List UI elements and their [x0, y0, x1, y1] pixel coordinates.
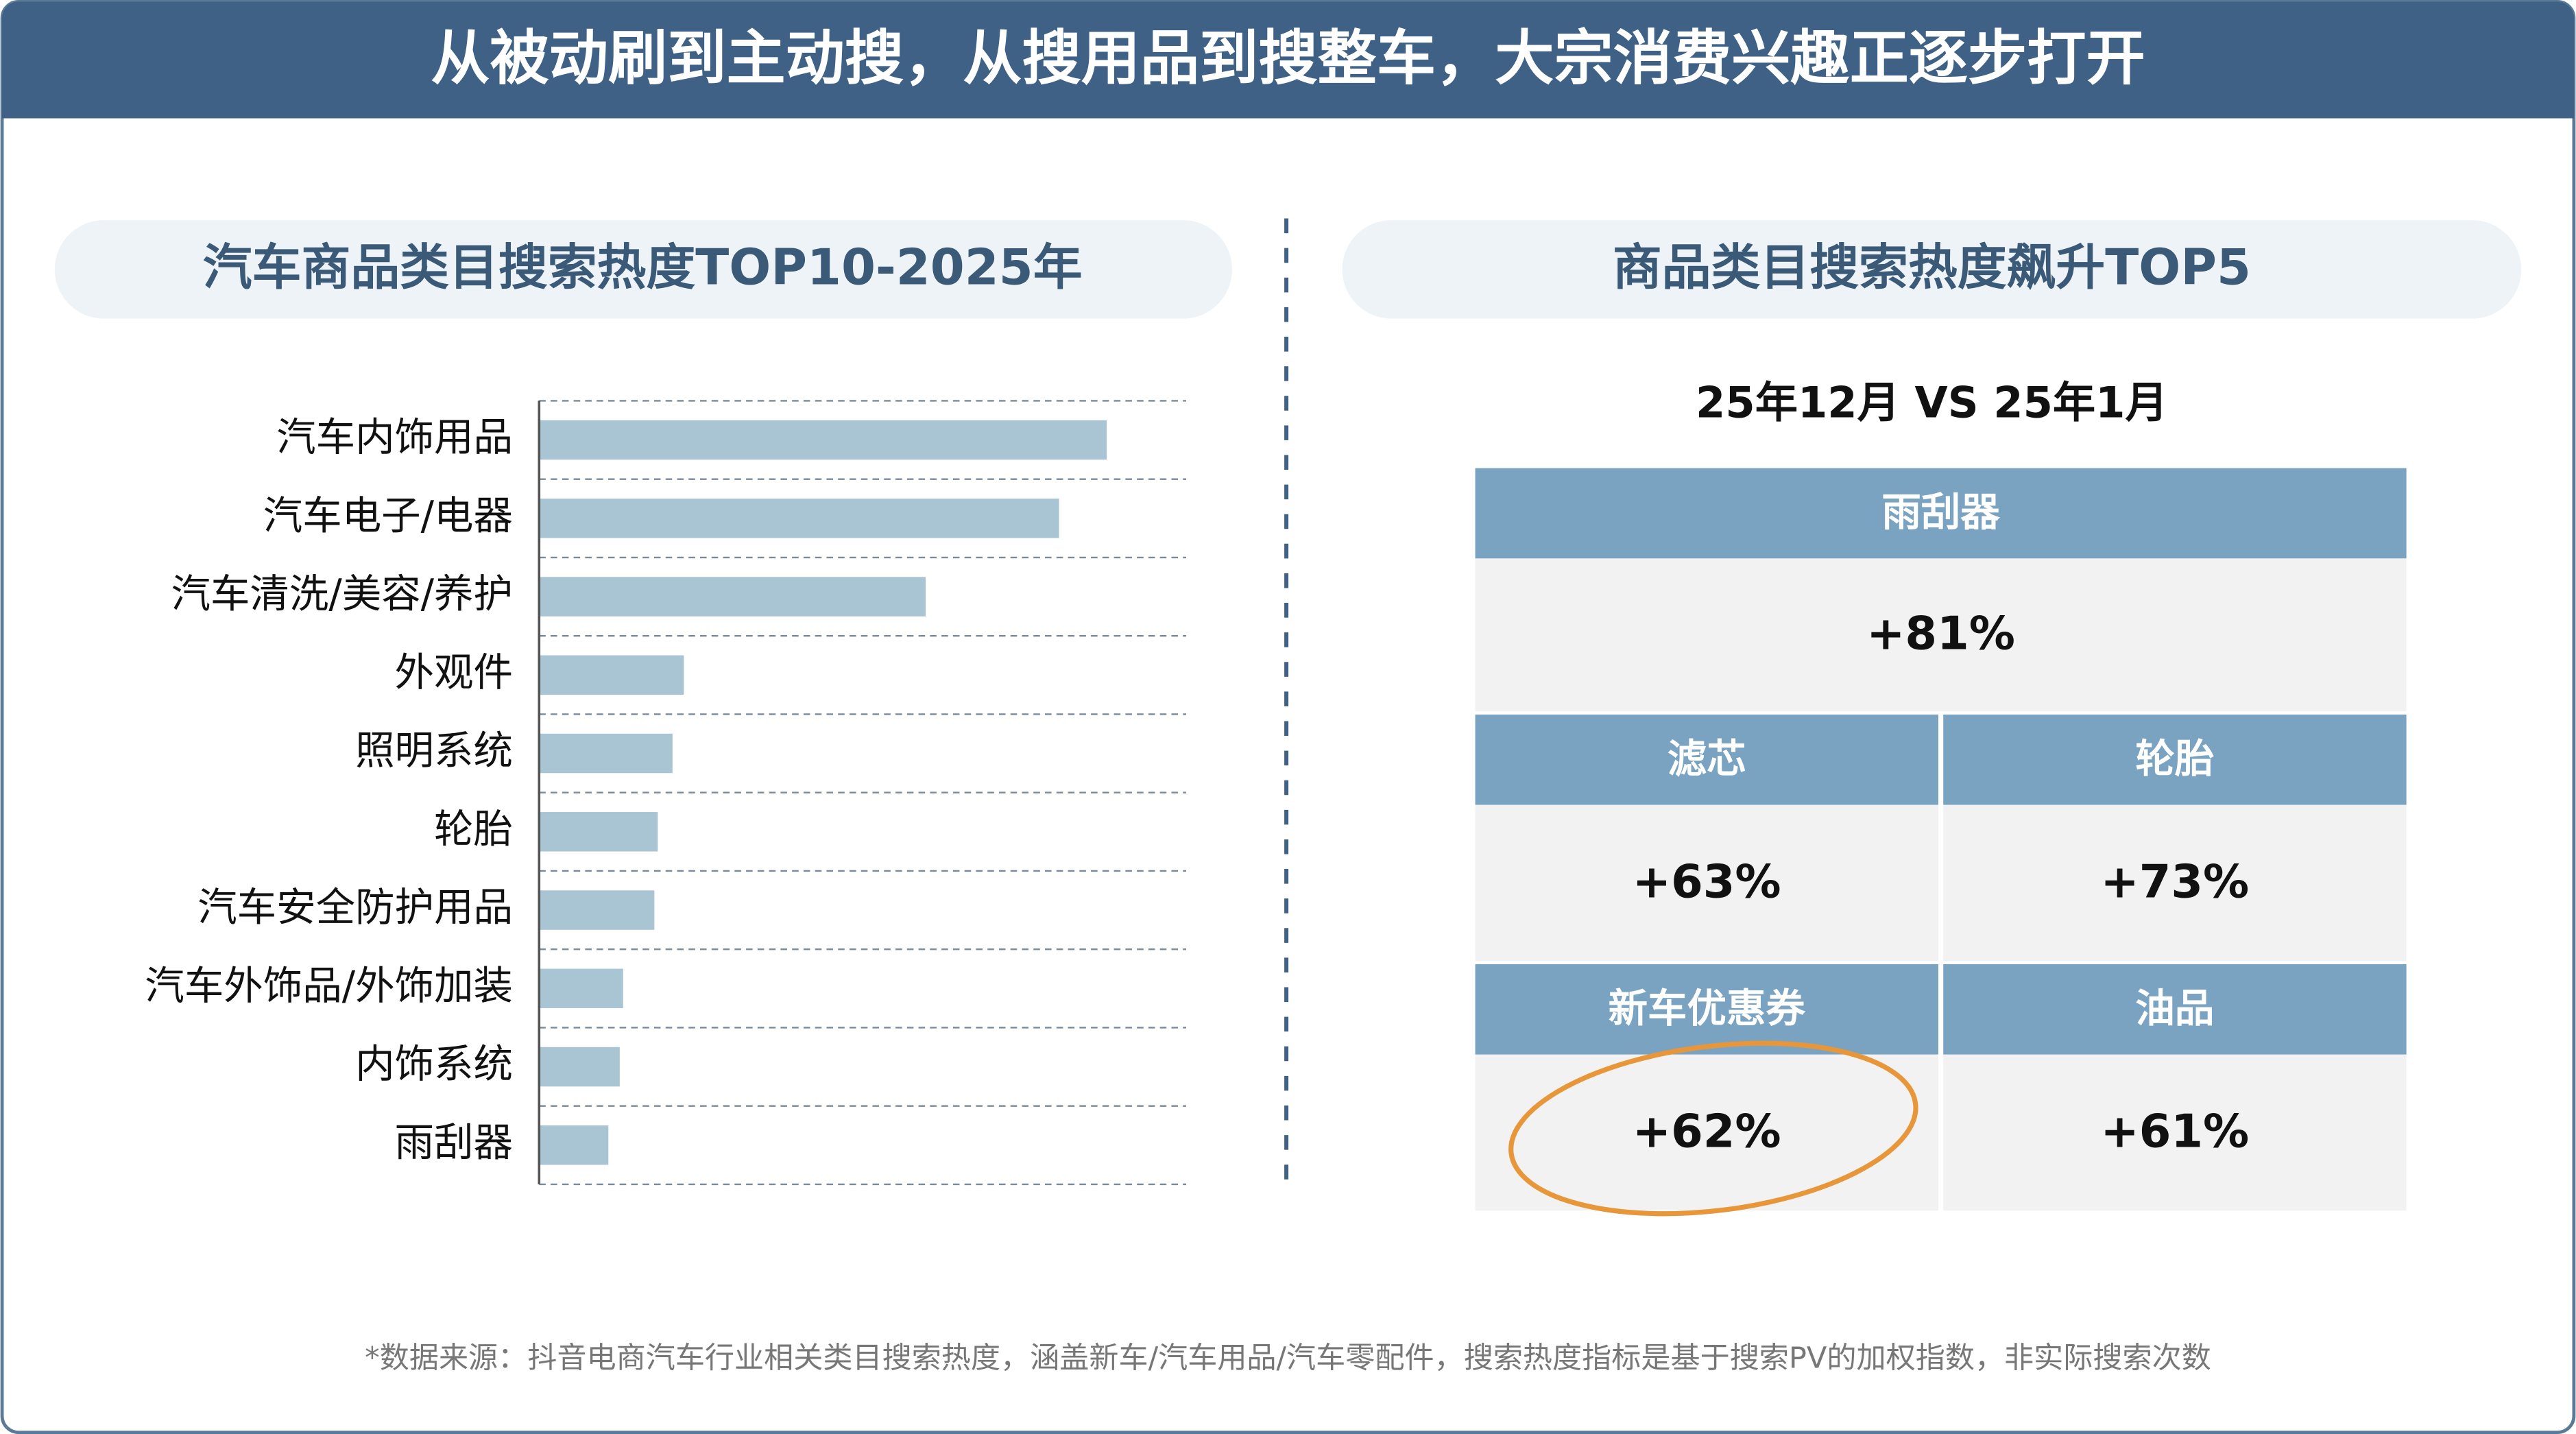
cell-value-bg [1943, 804, 2407, 961]
y-tick-label: 外观件 [395, 649, 513, 695]
bar [539, 1125, 609, 1165]
bar [539, 655, 684, 695]
cell-value: +73% [2101, 855, 2250, 908]
pill [1342, 219, 2522, 319]
y-tick-label: 照明系统 [355, 728, 513, 774]
bar [539, 890, 655, 930]
ranking-title: 商品类目搜索热度飙升TOP5 [1613, 239, 2251, 296]
y-tick-label: 汽车电子/电器 [263, 492, 513, 538]
y-tick-label: 汽车内饰用品 [276, 414, 513, 460]
cell-header: 滤芯 [1668, 736, 1746, 782]
footnote: *数据来源：抖音电商汽车行业相关类目搜索热度，涵盖新车/汽车用品/汽车零配件，搜… [365, 1341, 2211, 1376]
header-bar [2, 1, 2574, 119]
cell-header-bg [1943, 964, 2407, 1055]
cell-header-bg [1475, 468, 2407, 559]
bar [539, 499, 1059, 538]
chart-title: 汽车商品类目搜索热度TOP10-2025年 [203, 239, 1083, 296]
cell-value-bg [1943, 1054, 2407, 1211]
y-tick-label: 内饰系统 [355, 1041, 513, 1087]
cell-value: +61% [2101, 1104, 2250, 1158]
cell-header: 雨刮器 [1881, 490, 2000, 536]
y-tick-label: 汽车清洗/美容/养护 [171, 571, 512, 617]
page-title: 从被动刷到主动搜，从搜用品到搜整车，大宗消费兴趣正逐步打开 [431, 24, 2145, 93]
pill [54, 219, 1233, 319]
highlight-circle [1508, 1040, 1918, 1217]
cell-value: +62% [1633, 1104, 1781, 1158]
bar [539, 420, 1107, 460]
bar [539, 812, 658, 852]
cell-value-bg [1475, 804, 1938, 961]
cell-value: +81% [1866, 607, 2015, 660]
cell-value: +63% [1633, 855, 1781, 908]
cell-header-bg [1943, 714, 2407, 805]
bar [539, 733, 673, 774]
y-tick-label: 汽车外饰品/外饰加装 [145, 963, 513, 1009]
bar [539, 968, 623, 1009]
cell-value-bg [1475, 558, 2407, 712]
y-tick-label: 汽车安全防护用品 [197, 885, 513, 931]
cell-value-bg [1475, 1054, 1938, 1211]
y-tick-label: 轮胎 [434, 806, 513, 852]
cell-header-bg [1475, 964, 1938, 1055]
y-tick-label: 雨刮器 [395, 1119, 513, 1165]
cell-header-bg [1475, 714, 1938, 805]
cell-header: 轮胎 [2135, 736, 2214, 782]
ranking-subtitle: 25年12月 VS 25年1月 [1696, 378, 2168, 428]
cell-header: 油品 [2135, 985, 2214, 1031]
cell-header: 新车优惠券 [1609, 985, 1806, 1031]
bar [539, 1047, 620, 1087]
bar [539, 577, 926, 617]
